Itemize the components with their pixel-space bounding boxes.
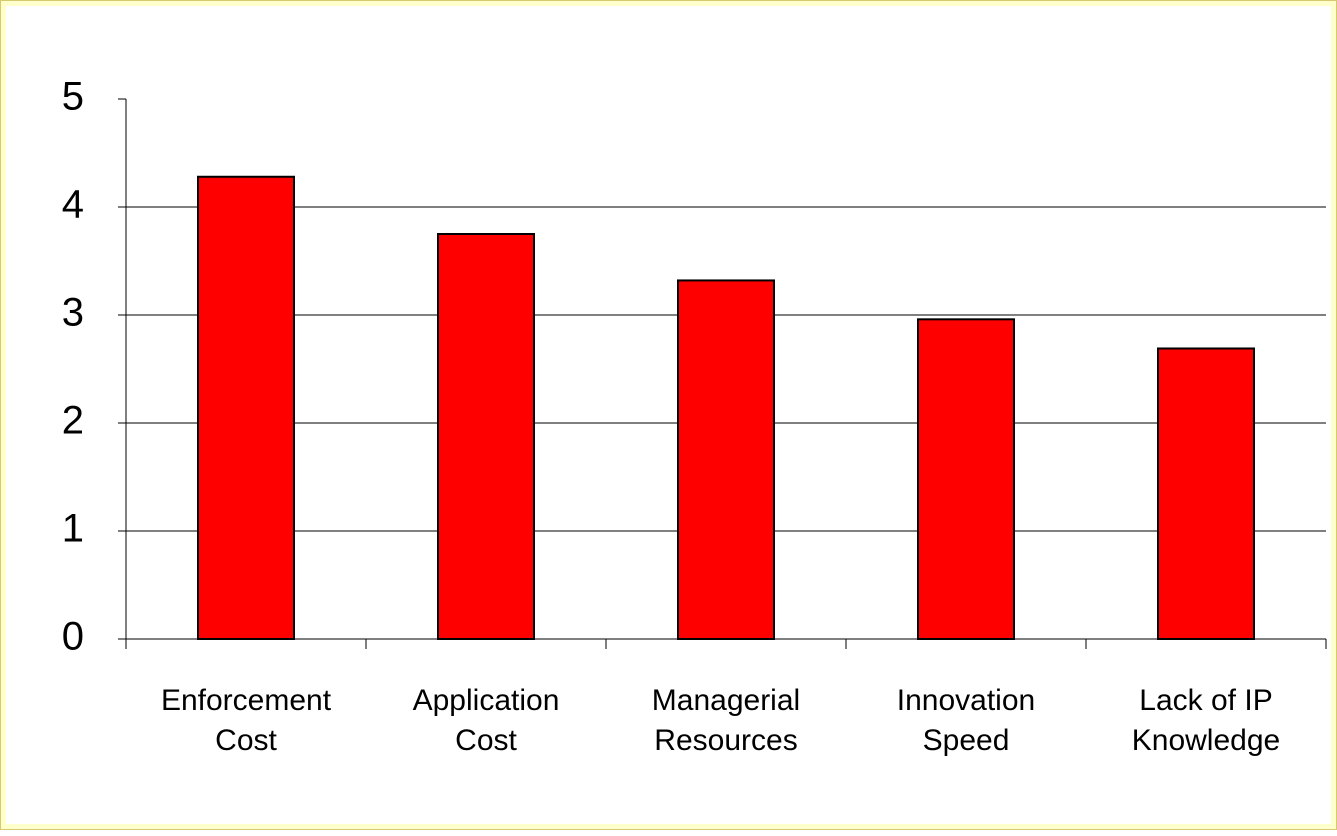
bar — [1157, 347, 1255, 640]
y-tick-label: 4 — [62, 183, 84, 227]
y-tick-label: 2 — [62, 399, 84, 443]
chart: 0 1 2 3 4 5 — [62, 75, 1327, 659]
x-tick-label: Enforcement Cost — [160, 684, 332, 757]
bar — [917, 318, 1015, 640]
bar — [437, 233, 535, 640]
bar — [677, 279, 775, 640]
x-tick-label: Managerial Resources — [651, 684, 801, 757]
y-tick-label: 5 — [62, 75, 84, 119]
x-tick-label: Application Cost — [412, 684, 560, 757]
y-tick-label: 3 — [62, 291, 84, 335]
y-tick-label: 0 — [62, 615, 84, 659]
y-tick-label: 1 — [62, 507, 84, 551]
bar — [197, 175, 295, 640]
x-tick-label: Innovation Speed — [896, 684, 1036, 757]
x-tick-label: Lack of IP Knowledge — [1131, 684, 1281, 757]
